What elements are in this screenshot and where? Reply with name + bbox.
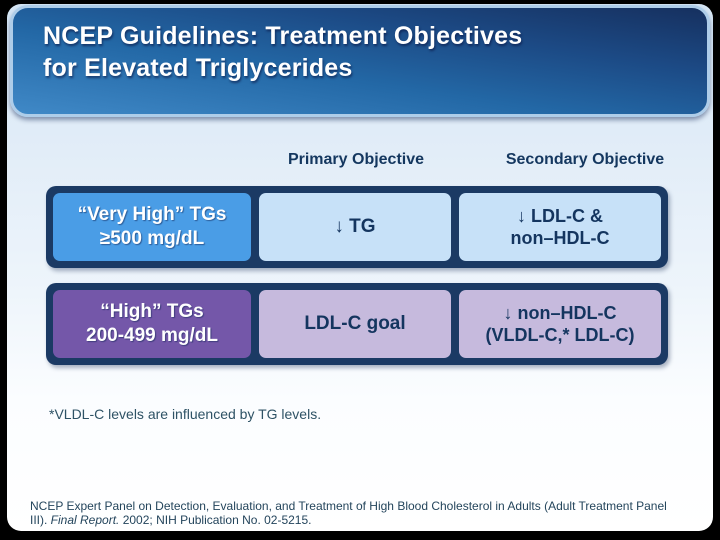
- table-row-high-tgs: “High” TGs 200-499 mg/dL LDL-C goal ↓ no…: [46, 283, 668, 365]
- secondary-objective-cell-row2: ↓ non–HDL-C (VLDL-C,* LDL-C): [459, 290, 661, 358]
- primary-objective-cell-row2: LDL-C goal: [259, 290, 451, 358]
- category-label-line2: ≥500 mg/dL: [99, 228, 205, 249]
- secondary-objective-cell-row1: ↓ LDL-C & non–HDL-C: [459, 193, 661, 261]
- footnote-vldl: *VLDL-C levels are influenced by TG leve…: [49, 406, 322, 422]
- table-row-very-high-tgs: “Very High” TGs ≥500 mg/dL ↓ TG ↓ LDL-C …: [46, 186, 668, 268]
- secondary-objective-line2: (VLDL-C,* LDL-C): [485, 325, 635, 345]
- slide-title: NCEP Guidelines: Treatment Objectives fo…: [43, 20, 522, 84]
- title-bar: NCEP Guidelines: Treatment Objectives fo…: [10, 5, 710, 117]
- secondary-objective-line1: ↓ LDL-C &: [517, 205, 603, 226]
- citation-reference: NCEP Expert Panel on Detection, Evaluati…: [30, 499, 682, 527]
- secondary-objective-line1: ↓ non–HDL-C: [503, 302, 617, 323]
- slide-title-line1: NCEP Guidelines: Treatment Objectives: [43, 22, 523, 50]
- category-label-line1: “Very High” TGs: [77, 204, 227, 226]
- category-label-line2: 200-499 mg/dL: [86, 325, 218, 346]
- citation-part2: 2002; NIH Publication No. 02-5215.: [119, 513, 312, 527]
- column-header-secondary-objective: Secondary Objective: [505, 151, 665, 168]
- column-header-primary-objective: Primary Objective: [287, 151, 425, 168]
- secondary-objective-line2: non–HDL-C: [510, 228, 610, 248]
- citation-part1: NCEP Expert Panel on Detection, Evaluati…: [30, 499, 667, 527]
- primary-objective-value: LDL-C goal: [304, 313, 406, 335]
- primary-objective-cell-row1: ↓ TG: [259, 193, 451, 261]
- category-cell-very-high: “Very High” TGs ≥500 mg/dL: [53, 193, 251, 261]
- primary-objective-value: ↓ TG: [334, 216, 376, 238]
- category-cell-high: “High” TGs 200-499 mg/dL: [53, 290, 251, 358]
- citation-italic-final-report: Final Report.: [50, 513, 120, 527]
- category-label-line1: “High” TGs: [100, 301, 204, 323]
- slide-title-line2: for Elevated Triglycerides: [43, 54, 353, 82]
